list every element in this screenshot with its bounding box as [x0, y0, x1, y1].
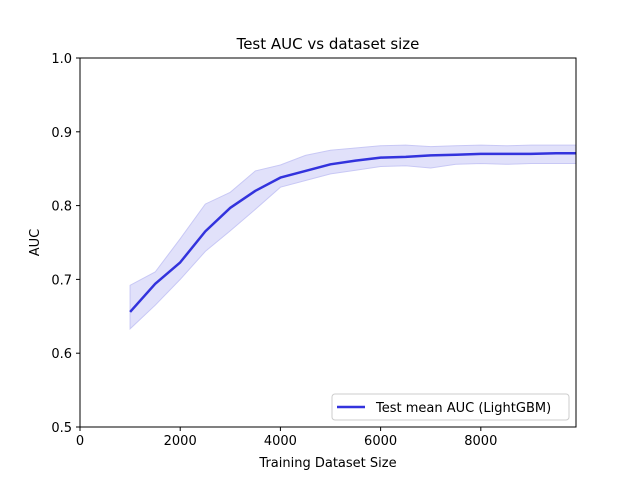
- y-tick-label: 0.7: [51, 273, 72, 288]
- chart-title: Test AUC vs dataset size: [236, 35, 420, 53]
- x-tick-label: 4000: [264, 434, 297, 449]
- y-tick-label: 0.6: [51, 347, 72, 362]
- legend-box: [331, 393, 570, 421]
- y-tick-label: 0.9: [51, 126, 72, 141]
- series-line-0: [129, 151, 576, 313]
- y-tick-label: 0.5: [51, 421, 72, 436]
- x-tick-label: 8000: [464, 434, 497, 449]
- x-tick-label: 6000: [364, 434, 397, 449]
- x-tick-label: 2000: [164, 434, 197, 449]
- plot-frame: [79, 57, 577, 428]
- x-axis-label: Training Dataset Size: [258, 456, 396, 471]
- y-tick-label: 0.8: [51, 200, 72, 215]
- y-axis-label: AUC: [28, 229, 43, 257]
- legend: Test mean AUC (LightGBM): [331, 393, 570, 421]
- legend-entry-label: Test mean AUC (LightGBM): [375, 401, 551, 416]
- axis-ticks: 0 2000 4000 6000 8000 0.5 0.6 0.7 0.8 0.9 1.0: [51, 52, 497, 449]
- y-tick-label: 1.0: [51, 52, 72, 67]
- x-tick-label: 0: [76, 434, 84, 449]
